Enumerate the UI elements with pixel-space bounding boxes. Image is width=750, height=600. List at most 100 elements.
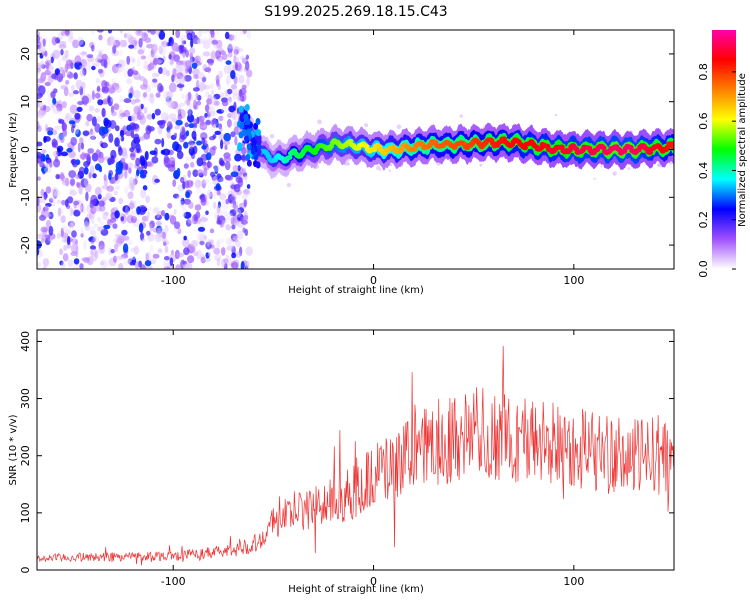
spectrogram-noise-blob <box>83 166 89 175</box>
spectrogram-noise-blob <box>115 185 120 191</box>
spectrogram-noise-blob <box>183 235 187 241</box>
snr-ticks: -100 0 100 0 100 200 300 400 <box>19 330 674 588</box>
spectrogram-noise-blob <box>89 165 95 174</box>
spectrogram-noise-blob <box>67 235 71 246</box>
spectrogram-noise-blob <box>185 156 192 162</box>
spectrogram-xtick-label: 100 <box>563 274 584 287</box>
spectrogram-noise-blob <box>84 61 91 70</box>
spectrogram-noise-blob <box>627 167 631 171</box>
spectrogram-noise-blob <box>176 150 184 160</box>
spectrogram-noise-blob <box>200 254 206 264</box>
spectrogram-noise-blob <box>61 55 68 62</box>
spectrogram-noise-blob <box>214 130 222 135</box>
spectrogram-ytick-label: -10 <box>19 188 32 206</box>
spectrogram-noise-blob <box>185 130 190 137</box>
spectrogram-noise-blob <box>107 36 115 46</box>
spectrogram-noise-blob <box>215 74 220 85</box>
spectrogram-noise-blob <box>117 49 124 56</box>
spectrogram-noise-blob <box>125 239 133 246</box>
spectrogram-noise-blob <box>162 90 171 100</box>
spectrogram-noise-blob <box>164 262 170 267</box>
spectrogram-noise-blob <box>169 214 174 222</box>
spectrogram-noise-blob <box>137 49 145 55</box>
spectrogram-noise-blob <box>208 36 212 42</box>
snr-ylabel: SNR (10 * v/v) <box>8 414 19 485</box>
spectrogram-noise-blob <box>64 114 69 123</box>
spectrogram-noise-blob <box>127 209 134 217</box>
spectrogram-noise-blob <box>129 256 136 261</box>
spectrogram-noise-blob <box>112 44 117 54</box>
spectrogram-noise-blob <box>213 93 221 100</box>
spectrogram-noise-blob <box>211 39 218 45</box>
spectrogram-noise-blob <box>130 113 139 122</box>
spectrogram-noise-blob <box>97 226 105 232</box>
spectrogram-noise-blob <box>200 180 207 189</box>
spectrogram-noise-blob <box>69 30 74 40</box>
spectrogram-noise-blob <box>143 106 148 114</box>
spectrogram-noise-blob <box>146 43 154 49</box>
spectrogram-noise-blob <box>127 191 134 200</box>
spectrogram-noise-blob <box>209 30 214 35</box>
spectrogram-noise-blob <box>157 82 163 93</box>
spectrogram-noise-blob <box>161 210 166 217</box>
spectrogram-noise-blob <box>223 156 232 162</box>
spectrogram-ridge-cell <box>253 122 259 130</box>
spectrogram-noise-blob <box>210 171 216 178</box>
spectrogram-noise-blob <box>245 61 250 71</box>
spectrogram-ridge-cell <box>256 143 262 151</box>
spectrogram-noise-blob <box>231 224 236 230</box>
spectrogram-noise-blob <box>57 58 62 66</box>
spectrogram-noise-blob <box>102 211 108 221</box>
spectrogram-noise-blob <box>145 215 149 222</box>
spectrogram-noise-blob <box>65 177 69 187</box>
spectrogram-noise-blob <box>146 160 154 168</box>
spectrogram-noise-blob <box>149 220 155 229</box>
spectrogram-noise-blob <box>129 122 137 131</box>
spectrogram-noise-blob <box>143 59 148 69</box>
spectrogram-noise-blob <box>181 211 186 218</box>
snr-xlabel: Height of straight line (km) <box>288 584 424 595</box>
spectrogram-noise-blob <box>53 158 61 168</box>
spectrogram-noise-blob <box>221 100 229 107</box>
spectrogram-noise-blob <box>145 195 151 204</box>
spectrogram-noise-blob <box>246 76 250 87</box>
spectrogram-noise-blob <box>187 217 195 224</box>
spectrogram-noise-blob <box>61 225 67 232</box>
spectrogram-noise-blob <box>51 187 59 197</box>
spectrogram-noise-blob <box>44 50 48 57</box>
spectrogram-noise-blob <box>94 163 102 171</box>
spectrogram-noise-blob <box>60 215 66 224</box>
spectrogram-noise-blob <box>228 96 232 102</box>
spectrogram-noise-blob <box>144 150 149 161</box>
spectrogram-noise-blob <box>164 245 169 254</box>
spectrogram-noise-blob <box>114 233 120 239</box>
spectrogram-noise-blob <box>196 140 203 146</box>
spectrogram-noise-blob <box>223 258 229 264</box>
spectrogram-noise-blob <box>199 83 203 93</box>
spectrogram-noise-blob <box>185 60 192 69</box>
spectrogram-noise-blob <box>209 83 214 90</box>
spectrogram-noise-blob <box>215 30 220 36</box>
spectrogram-noise-blob <box>388 169 392 172</box>
spectrogram-noise-blob <box>163 241 167 247</box>
spectrogram-noise-blob <box>96 54 104 61</box>
spectrogram-noise-blob <box>168 51 176 61</box>
spectrogram-noise-blob <box>106 185 114 192</box>
spectrogram-noise-blob <box>225 175 234 181</box>
spectrogram-noise-blob <box>133 133 140 143</box>
spectrogram-noise-blob <box>161 231 167 239</box>
spectrogram-noise-blob <box>123 33 128 39</box>
spectrogram-noise-blob <box>77 36 84 46</box>
spectrogram-noise-blob <box>57 109 62 115</box>
spectrogram-noise-blob <box>119 30 124 34</box>
spectrogram-noise-blob <box>37 247 40 256</box>
spectrogram-noise-blob <box>122 162 127 170</box>
spectrogram-noise-blob <box>37 151 42 159</box>
spectrogram-noise-blob <box>244 189 252 197</box>
spectrogram-noise-blob <box>79 69 85 77</box>
spectrogram-noise-blob <box>218 177 225 183</box>
spectrogram-noise-blob <box>154 232 162 243</box>
spectrogram-noise-blob <box>216 46 223 52</box>
spectrogram-noise-blob <box>167 94 172 105</box>
spectrogram-noise-blob <box>134 261 140 269</box>
